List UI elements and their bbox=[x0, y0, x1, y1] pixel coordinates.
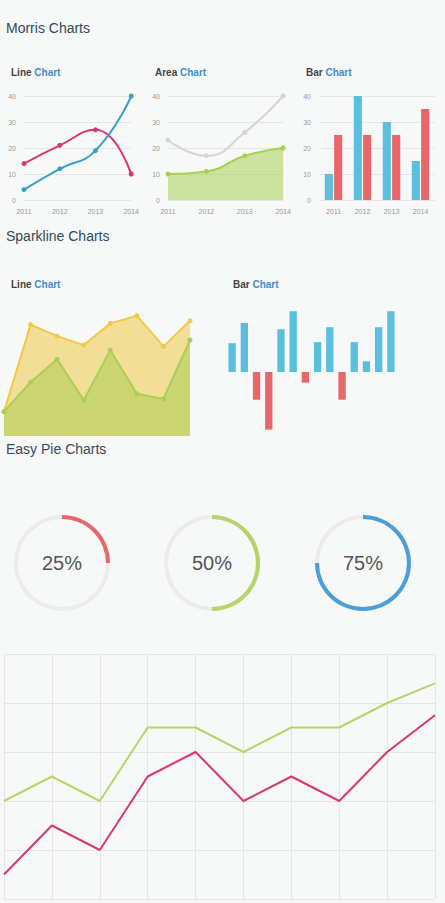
svg-text:40: 40 bbox=[303, 93, 311, 100]
svg-text:20: 20 bbox=[152, 145, 160, 152]
svg-text:10: 10 bbox=[152, 171, 160, 178]
svg-text:2012: 2012 bbox=[355, 208, 371, 215]
svg-text:40: 40 bbox=[8, 93, 16, 100]
svg-text:Chart: Chart bbox=[325, 67, 352, 78]
svg-text:10: 10 bbox=[303, 171, 311, 178]
svg-text:Bar: Bar bbox=[306, 67, 323, 78]
svg-text:10: 10 bbox=[8, 171, 16, 178]
svg-text:Chart: Chart bbox=[252, 279, 279, 290]
svg-text:Line: Line bbox=[11, 67, 32, 78]
svg-text:2014: 2014 bbox=[123, 208, 139, 215]
svg-text:20: 20 bbox=[303, 145, 311, 152]
svg-text:Line: Line bbox=[11, 279, 32, 290]
svg-text:2014: 2014 bbox=[413, 208, 429, 215]
svg-text:2013: 2013 bbox=[88, 208, 104, 215]
svg-text:2011: 2011 bbox=[160, 208, 175, 215]
svg-text:30: 30 bbox=[303, 119, 311, 126]
svg-text:2011: 2011 bbox=[326, 208, 341, 215]
svg-text:25%: 25% bbox=[42, 552, 82, 574]
svg-text:2013: 2013 bbox=[237, 208, 253, 215]
svg-text:Chart: Chart bbox=[180, 67, 207, 78]
svg-text:Chart: Chart bbox=[34, 67, 61, 78]
svg-text:0: 0 bbox=[156, 197, 160, 204]
svg-text:0: 0 bbox=[12, 197, 16, 204]
svg-text:0: 0 bbox=[307, 197, 311, 204]
svg-text:2014: 2014 bbox=[275, 208, 291, 215]
html-text:Morris Charts: Morris Charts bbox=[6, 20, 90, 36]
html-text:Sparkline Charts: Sparkline Charts bbox=[6, 228, 110, 244]
svg-text:75%: 75% bbox=[343, 552, 383, 574]
svg-text:Chart: Chart bbox=[34, 279, 61, 290]
svg-text:2012: 2012 bbox=[199, 208, 215, 215]
svg-text:40: 40 bbox=[152, 93, 160, 100]
svg-text:50%: 50% bbox=[192, 552, 232, 574]
svg-text:2012: 2012 bbox=[52, 208, 68, 215]
svg-text:Area: Area bbox=[155, 67, 178, 78]
html-text:Easy Pie Charts: Easy Pie Charts bbox=[6, 441, 107, 457]
svg-text:20: 20 bbox=[8, 145, 16, 152]
svg-text:30: 30 bbox=[152, 119, 160, 126]
svg-text:2011: 2011 bbox=[16, 208, 31, 215]
svg-text:30: 30 bbox=[8, 119, 16, 126]
svg-text:2013: 2013 bbox=[384, 208, 400, 215]
svg-text:Bar: Bar bbox=[233, 279, 250, 290]
